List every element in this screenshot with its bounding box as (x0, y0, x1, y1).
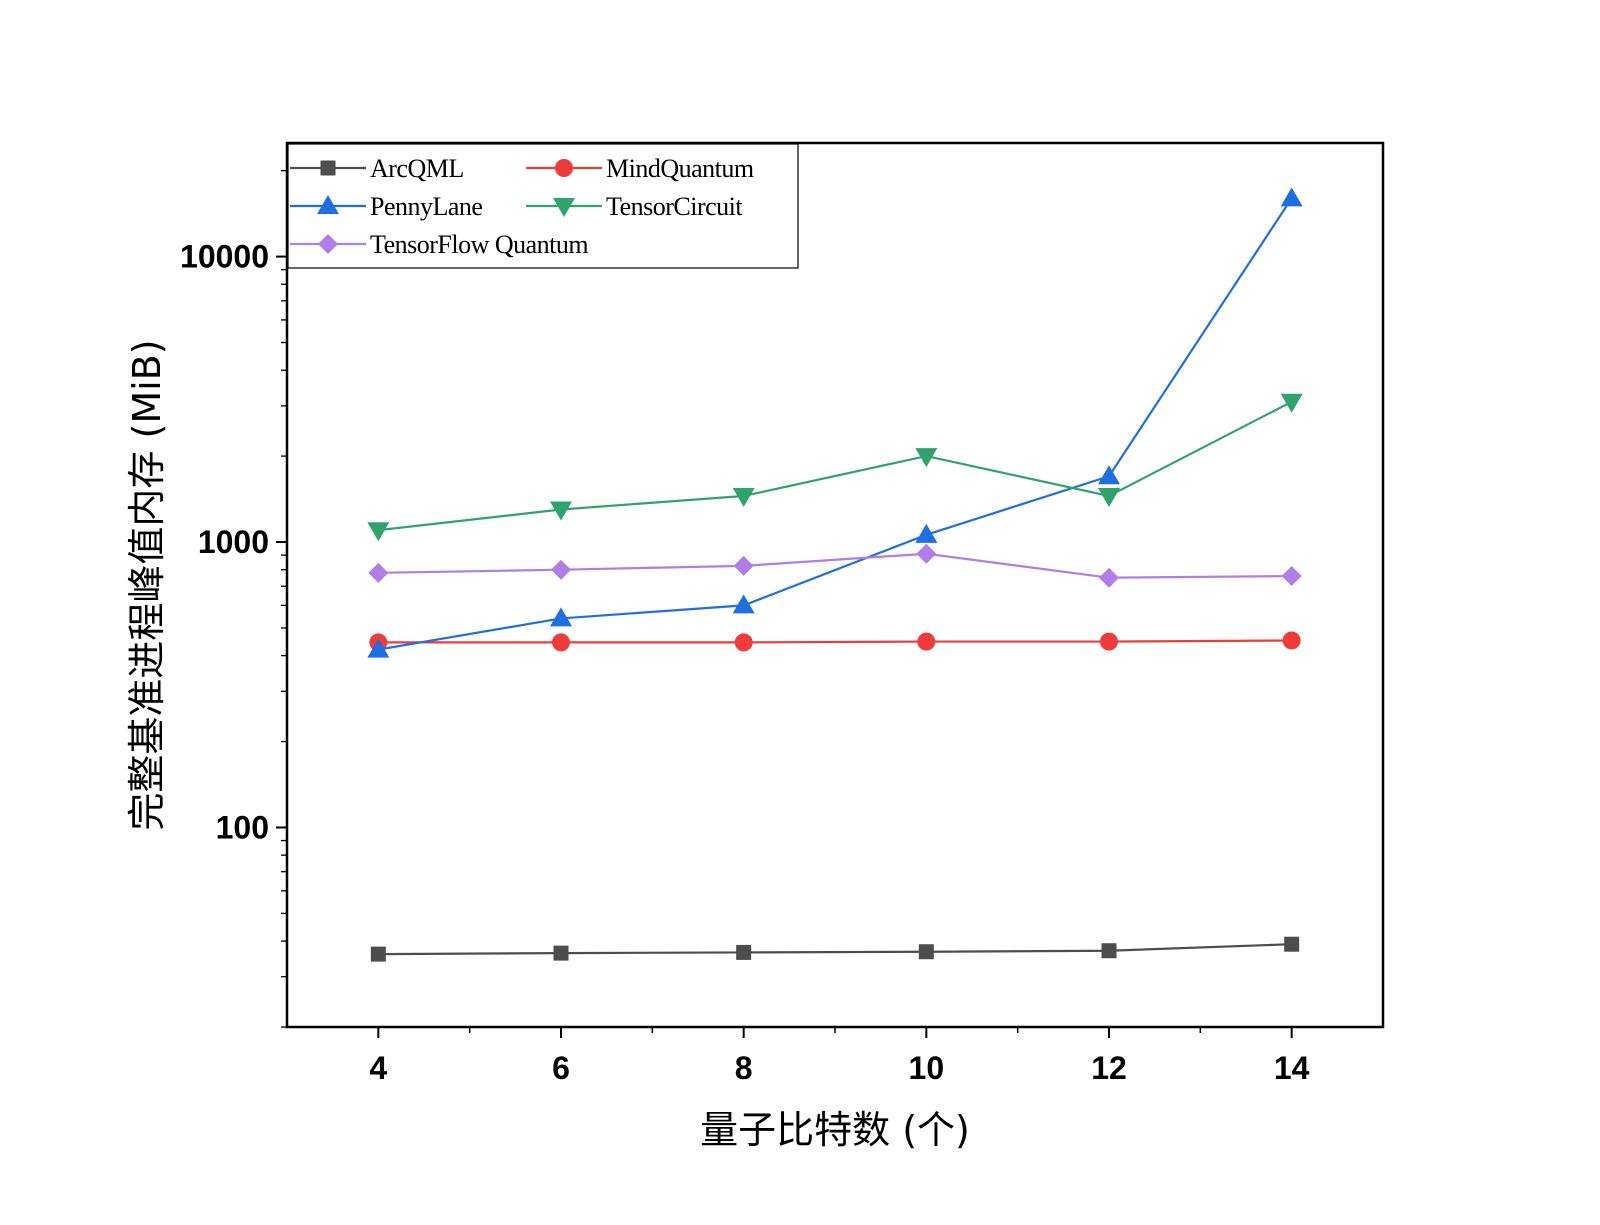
plot-frame (285, 141, 1385, 1029)
y-tick-label: 10000 (180, 239, 269, 275)
legend-label: ArcQML (370, 154, 464, 183)
x-tick-label: 10 (909, 1050, 945, 1086)
axis-ticks: 4 6 8 10 12 14 100 1000 10000 (180, 170, 1310, 1086)
legend-marker (320, 160, 336, 176)
data-point (734, 633, 753, 652)
y-tick-label: 1000 (198, 524, 269, 560)
series-line (378, 400, 1293, 532)
data-point (1100, 632, 1118, 651)
data-point (917, 632, 936, 651)
series-arcqml (370, 936, 1300, 962)
data-point (550, 607, 572, 627)
legend-label: TensorFlow Quantum (370, 230, 588, 259)
y-axis-title: 完整基准进程峰值内存 (MiB) (125, 339, 169, 830)
data-point (915, 523, 938, 543)
data-point (1282, 631, 1301, 650)
data-point (551, 559, 571, 580)
x-tick-label: 8 (735, 1050, 753, 1086)
legend-item: TensorCircuit (526, 192, 744, 221)
data-point (918, 944, 934, 960)
data-point (736, 944, 752, 960)
legend-label: MindQuantum (606, 154, 754, 183)
data-point (553, 945, 569, 961)
data-point (733, 555, 754, 576)
series-layer (367, 187, 1303, 962)
legend-marker (555, 159, 573, 177)
data-point (367, 522, 390, 542)
x-tick-label: 4 (369, 1050, 387, 1086)
legend-marker (553, 198, 575, 217)
data-point (367, 638, 390, 658)
data-point (732, 594, 755, 614)
legend-marker (318, 234, 338, 254)
data-point (370, 946, 386, 962)
data-point (1101, 943, 1117, 959)
x-tick-label: 6 (552, 1050, 570, 1086)
data-point (1280, 393, 1303, 413)
legend-marker (317, 195, 339, 214)
data-point (1284, 936, 1300, 952)
data-point (552, 633, 570, 652)
data-point (1099, 567, 1119, 588)
data-point (368, 562, 389, 583)
series-mindquantum (369, 631, 1301, 652)
series-line (378, 639, 1292, 644)
data-point (915, 448, 938, 468)
series-tensorflow-quantum (368, 543, 1302, 588)
legend-label: TensorCircuit (606, 192, 743, 221)
series-line (378, 552, 1292, 579)
data-point (1098, 465, 1120, 485)
data-point (1098, 487, 1120, 507)
data-point (1281, 566, 1302, 587)
x-axis-title: 量子比特数 (个) (700, 1108, 970, 1152)
y-tick-label: 100 (216, 809, 269, 845)
data-point (1280, 187, 1303, 207)
legend-item: ArcQML (290, 154, 464, 183)
series-line (378, 943, 1292, 956)
series-tensorcircuit (367, 393, 1303, 542)
legend-item: TensorFlow Quantum (290, 230, 589, 259)
x-tick-label: 14 (1274, 1050, 1310, 1086)
legend-item: PennyLane (290, 192, 483, 221)
legend-label: PennyLane (370, 192, 482, 221)
legend: ArcQML MindQuantum PennyLane TensorCircuit T… (287, 143, 799, 269)
legend-item: MindQuantum (526, 154, 754, 183)
series-line (378, 197, 1293, 651)
data-point (916, 543, 937, 564)
series-pennylane (367, 187, 1303, 658)
x-tick-label: 12 (1091, 1050, 1127, 1086)
data-point (550, 501, 572, 521)
data-point (732, 487, 755, 507)
